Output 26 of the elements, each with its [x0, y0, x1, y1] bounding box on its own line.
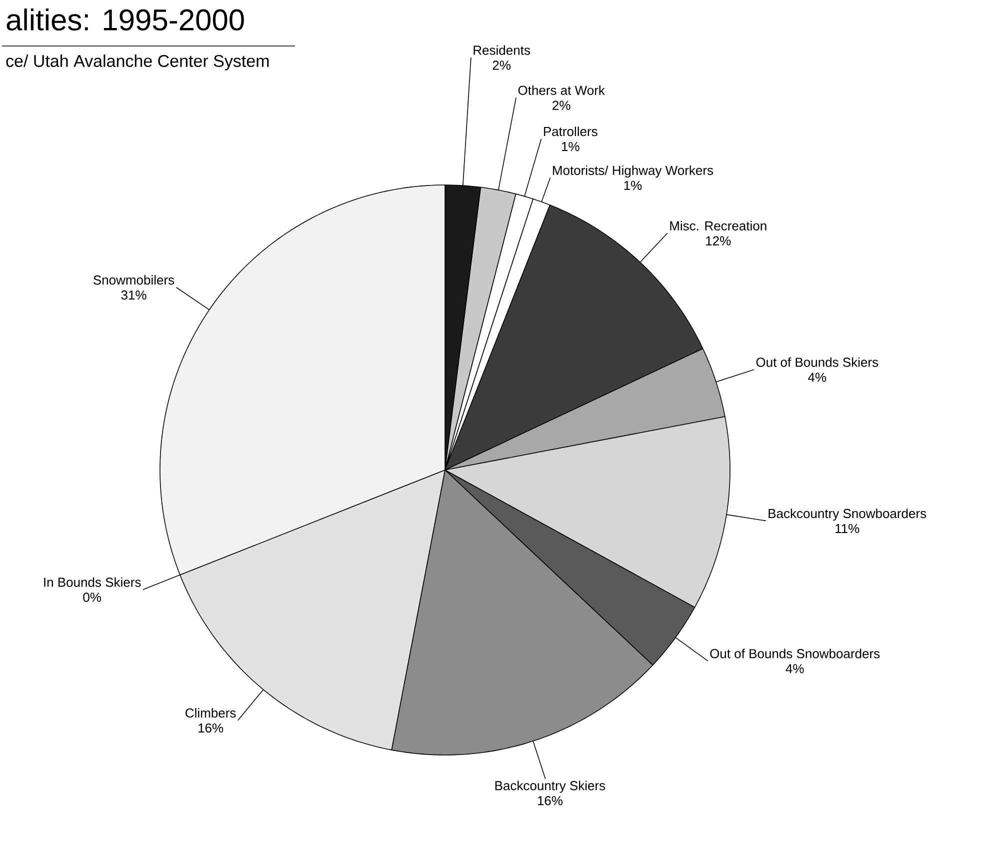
- slice-label: Patrollers: [544, 126, 598, 136]
- text: ce/ Utah Avalanche Center System: [6, 54, 269, 70]
- slice-label: Out of Bounds Snowboarders: [710, 648, 880, 658]
- slice-label: Motorists/ Highway Workers: [553, 165, 714, 178]
- slice-label: Backcountry Snowboarders: [768, 508, 926, 521]
- chart-title: alities: 1995-2000: [6, 8, 244, 31]
- slice-label: Misc. Recreation: [670, 220, 766, 230]
- data-label: 2%: [492, 60, 510, 70]
- data-label: 16%: [538, 796, 562, 806]
- data-label: 31%: [121, 290, 146, 300]
- slice-label: Out of Bounds Skiers: [756, 357, 878, 367]
- data-label: 11%: [836, 524, 860, 534]
- legend-label: In Bounds Skiers: [44, 577, 141, 587]
- data-label: 1%: [562, 142, 580, 152]
- data-label: 2%: [552, 100, 570, 110]
- text: 0%: [83, 592, 102, 602]
- data-label: 4%: [808, 372, 826, 382]
- slice-label: Climbers: [186, 708, 236, 718]
- data-label: 1%: [624, 180, 642, 190]
- slice-label: Others at Work: [518, 85, 605, 95]
- slice-label: Snowmobilers: [94, 275, 174, 285]
- slice-label: Backcountry Skiers: [495, 780, 606, 793]
- data-label: 4%: [786, 664, 804, 674]
- data-label: 12%: [706, 236, 731, 246]
- slice-label: Residents: [474, 45, 530, 55]
- data-label: 16%: [198, 723, 224, 733]
